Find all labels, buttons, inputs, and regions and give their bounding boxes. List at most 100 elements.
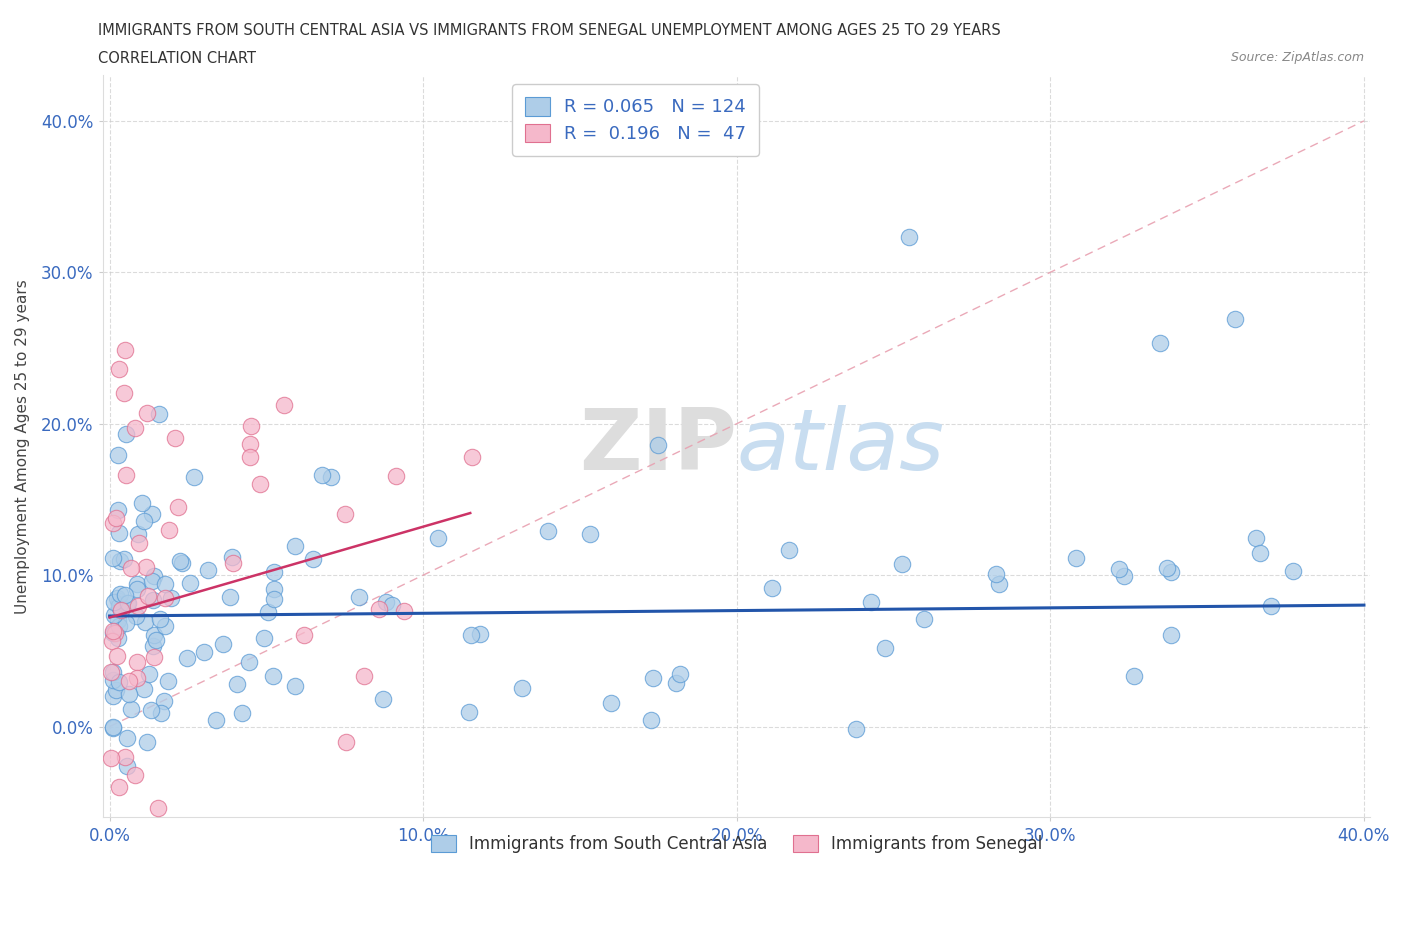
Point <box>1123 669 1146 684</box>
Text: Source: ZipAtlas.com: Source: ZipAtlas.com <box>1230 51 1364 64</box>
Point <box>134 615 156 630</box>
Point <box>120 701 142 716</box>
Point <box>263 565 285 579</box>
Point <box>108 587 131 602</box>
Point <box>353 669 375 684</box>
Point <box>426 530 449 545</box>
Point <box>114 342 136 357</box>
Point <box>101 551 124 565</box>
Point <box>145 632 167 647</box>
Point <box>599 696 621 711</box>
Point <box>166 499 188 514</box>
Point <box>665 675 688 690</box>
Point <box>101 672 124 687</box>
Point <box>141 573 163 588</box>
Point <box>127 581 149 596</box>
Point <box>141 507 163 522</box>
Point <box>115 758 138 773</box>
Point <box>579 527 602 542</box>
Point <box>105 511 128 525</box>
Point <box>124 767 146 782</box>
Text: atlas: atlas <box>737 405 945 488</box>
Point <box>845 722 868 737</box>
Point <box>142 568 165 583</box>
Point <box>988 577 1011 591</box>
Point <box>381 598 404 613</box>
Point <box>153 577 176 591</box>
Point <box>1160 565 1182 580</box>
Point <box>100 664 122 679</box>
Point <box>115 730 138 745</box>
Point <box>143 628 166 643</box>
Point <box>890 557 912 572</box>
Point <box>114 750 136 764</box>
Point <box>333 507 356 522</box>
Point <box>153 591 176 605</box>
Point <box>108 618 131 633</box>
Point <box>1223 312 1246 326</box>
Point <box>157 523 180 538</box>
Point <box>108 779 131 794</box>
Point <box>107 613 129 628</box>
Point <box>118 686 141 701</box>
Point <box>1112 568 1135 583</box>
Point <box>142 639 165 654</box>
Point <box>105 591 128 605</box>
Point <box>898 230 921 245</box>
Point <box>1149 336 1171 351</box>
Point <box>231 706 253 721</box>
Point <box>262 669 284 684</box>
Point <box>647 437 669 452</box>
Point <box>127 655 149 670</box>
Point <box>115 468 138 483</box>
Point <box>107 362 129 377</box>
Point <box>103 594 125 609</box>
Point <box>1244 531 1267 546</box>
Point <box>239 437 262 452</box>
Point <box>118 673 141 688</box>
Point <box>108 675 131 690</box>
Point <box>668 667 690 682</box>
Point <box>135 560 157 575</box>
Point <box>101 665 124 680</box>
Point <box>779 542 801 557</box>
Point <box>134 514 156 529</box>
Point <box>125 671 148 685</box>
Point <box>373 692 395 707</box>
Point <box>125 577 148 591</box>
Point <box>125 608 148 623</box>
Point <box>211 636 233 651</box>
Point <box>761 580 783 595</box>
Point <box>510 681 533 696</box>
Point <box>273 398 295 413</box>
Point <box>132 682 155 697</box>
Point <box>110 602 132 617</box>
Point <box>1156 561 1178 576</box>
Point <box>108 593 131 608</box>
Point <box>105 649 128 664</box>
Point <box>141 593 163 608</box>
Point <box>335 734 357 749</box>
Point <box>239 418 262 433</box>
Text: CORRELATION CHART: CORRELATION CHART <box>98 51 256 66</box>
Point <box>1160 628 1182 643</box>
Point <box>225 677 247 692</box>
Point <box>101 625 124 640</box>
Point <box>100 824 122 839</box>
Point <box>131 496 153 511</box>
Point <box>859 595 882 610</box>
Point <box>183 470 205 485</box>
Point <box>984 566 1007 581</box>
Point <box>347 590 370 604</box>
Point <box>104 625 127 640</box>
Point <box>197 563 219 578</box>
Point <box>101 624 124 639</box>
Point <box>117 595 139 610</box>
Point <box>149 706 172 721</box>
Point <box>460 628 482 643</box>
Legend: Immigrants from South Central Asia, Immigrants from Senegal: Immigrants from South Central Asia, Immi… <box>423 826 1050 861</box>
Point <box>128 536 150 551</box>
Point <box>114 427 136 442</box>
Point <box>375 594 398 609</box>
Point <box>873 640 896 655</box>
